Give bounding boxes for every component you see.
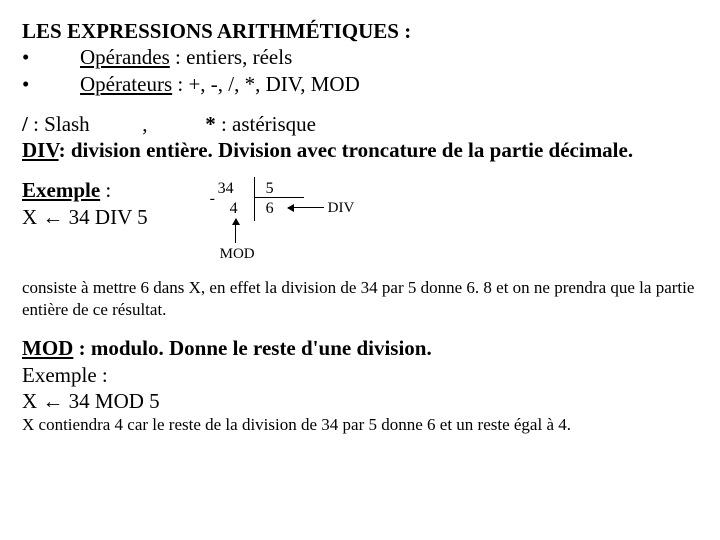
comma: , — [142, 112, 147, 136]
mod-definition: MOD : modulo. Donne le reste d'une divis… — [22, 335, 698, 361]
div-definition: DIV: division entière. Division avec tro… — [22, 137, 698, 163]
mod-text: : modulo. Donne le reste d'une division. — [73, 336, 431, 360]
diagram-4: 4 — [230, 199, 238, 219]
div-label: DIV — [22, 138, 59, 162]
bullet-mark: • — [22, 44, 80, 70]
bullet-operands: • Opérandes : entiers, réels — [22, 44, 698, 70]
diagram-34: 34 — [218, 179, 234, 199]
mod-example-expr: X ← 34 MOD 5 — [22, 388, 698, 414]
slash-text: : Slash — [28, 112, 90, 136]
div-text: : — [59, 138, 71, 162]
mod-explanation: X contiendra 4 car le reste de la divisi… — [22, 414, 698, 436]
page-title: LES EXPRESSIONS ARITHMÉTIQUES : — [22, 18, 698, 44]
bullet-operators: • Opérateurs : +, -, /, *, DIV, MOD — [22, 71, 698, 97]
example-expr: X ← 34 DIV 5 — [22, 204, 148, 230]
bullet-mark: • — [22, 71, 80, 97]
division-diagram: 34 5 - 4 6 DIV MOD — [208, 177, 408, 263]
div-arrow — [288, 207, 324, 208]
mod-label: MOD — [22, 336, 73, 360]
asterisk-text: : astérisque — [216, 112, 316, 136]
slash-asterisk-line: / : Slash , * : astérisque — [22, 111, 698, 137]
example-left: Exemple : X ← 34 DIV 5 — [22, 177, 148, 230]
example-label: Exemple — [22, 178, 100, 202]
mod-arrow-label: MOD — [220, 245, 255, 264]
diagram-minus: - — [210, 189, 215, 209]
div-explanation: consiste à mettre 6 dans X, en effet la … — [22, 277, 698, 321]
diagram-5: 5 — [266, 179, 274, 199]
mod-arrow — [235, 219, 236, 243]
div-arrow-label: DIV — [328, 199, 355, 218]
diagram-6: 6 — [266, 199, 274, 219]
diagram-hline — [254, 197, 304, 198]
asterisk-symbol: * — [205, 112, 216, 136]
operands-label: Opérandes — [80, 45, 170, 69]
example-colon: : — [100, 178, 111, 202]
mod-example-label: Exemple : — [22, 362, 698, 388]
diagram-vline — [254, 177, 255, 221]
operators-label: Opérateurs — [80, 72, 172, 96]
operators-text: : +, -, /, *, DIV, MOD — [172, 72, 360, 96]
operands-text: : entiers, réels — [170, 45, 292, 69]
